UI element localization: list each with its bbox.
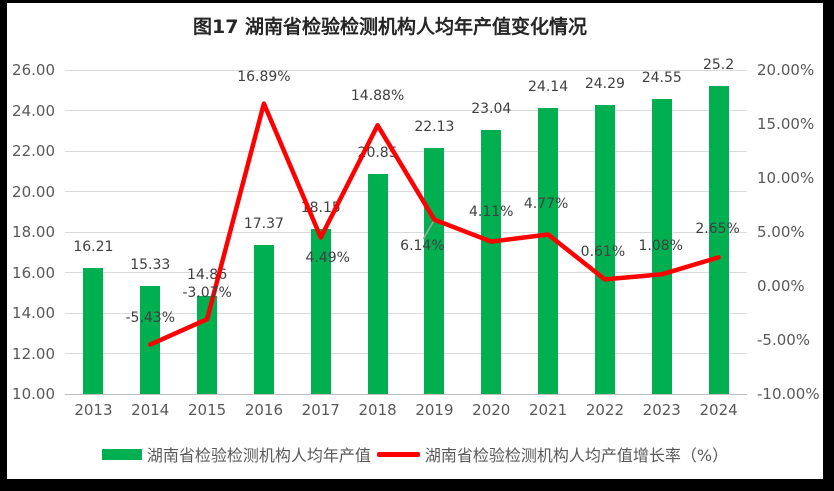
- growth-value-label: 4.49%: [305, 249, 350, 266]
- y-axis-tick-right: 0.00%: [757, 277, 805, 295]
- bar-value-label: 16.21: [73, 239, 114, 256]
- growth-value-label: 2.65%: [695, 221, 740, 238]
- x-axis-label: 2020: [472, 401, 511, 419]
- growth-value-label: 16.89%: [237, 68, 291, 85]
- legend: 湖南省检验检测机构人均年产值 湖南省检验检测机构人均产值增长率（%）: [7, 442, 823, 466]
- legend-label-bar-series: 湖南省检验检测机构人均年产值: [146, 446, 371, 465]
- x-axis-line: [65, 393, 747, 395]
- gridline: [65, 191, 747, 192]
- y-axis-tick-left: 10.00: [12, 385, 55, 403]
- y-axis-tick-left: 22.00: [12, 142, 55, 160]
- y-axis-tick-left: 16.00: [12, 263, 55, 282]
- growth-value-label: 6.14%: [400, 237, 445, 254]
- chart-title: 图17 湖南省检验检测机构人均年产值变化情况: [192, 16, 588, 38]
- legend-item-bar-series[interactable]: 湖南省检验检测机构人均年产值: [101, 442, 371, 466]
- gridline: [65, 231, 747, 233]
- gridline: [65, 69, 747, 71]
- bar-value-label: 23.04: [471, 100, 512, 117]
- growth-rate-trend-line[interactable]: [148, 101, 721, 347]
- growth-value-label: 0.61%: [580, 244, 626, 261]
- y-axis-tick-left: 18.00: [12, 223, 55, 241]
- bar[interactable]: [253, 244, 274, 394]
- x-axis-label: 2014: [131, 401, 170, 419]
- bar[interactable]: [83, 268, 104, 394]
- x-axis-label: 2022: [585, 401, 624, 419]
- growth-value-label: 14.88%: [350, 88, 405, 105]
- y-axis-tick-right: 5.00%: [757, 223, 805, 241]
- legend-label-line-series: 湖南省检验检测机构人均产值增长率（%）: [424, 446, 729, 465]
- y-axis-tick-left: 20.00: [12, 182, 55, 201]
- gridline: [65, 150, 747, 152]
- bar-series-swatch-icon: [101, 448, 142, 460]
- bar-value-label: 17.37: [243, 215, 284, 232]
- bar-value-label: 24.29: [584, 75, 625, 92]
- gridline: [65, 110, 747, 111]
- y-axis-tick-right: 20.00%: [757, 61, 815, 79]
- growth-value-label: 4.77%: [523, 196, 569, 213]
- bar-value-label: 25.2: [702, 57, 735, 74]
- y-axis-tick-left: 26.00: [12, 61, 55, 79]
- x-axis-label: 2023: [642, 401, 681, 419]
- y-axis-tick-left: 14.00: [12, 304, 55, 322]
- x-axis-label: 2013: [74, 401, 113, 419]
- x-axis-label: 2016: [244, 401, 283, 419]
- bar[interactable]: [481, 129, 502, 394]
- x-axis-label: 2018: [358, 401, 397, 419]
- x-axis-label: 2021: [528, 401, 568, 419]
- bar-value-label: 24.55: [641, 70, 682, 87]
- gridline: [65, 312, 747, 314]
- bar[interactable]: [594, 104, 615, 394]
- bar[interactable]: [651, 99, 672, 394]
- bar-value-label: 24.14: [528, 78, 569, 95]
- y-axis-tick-right: -5.00%: [757, 331, 811, 349]
- bar[interactable]: [310, 228, 331, 394]
- gridline: [65, 353, 747, 354]
- y-axis-tick-right: -10.00%: [757, 385, 820, 403]
- bar-value-label: 22.13: [414, 119, 455, 136]
- y-axis-tick-right: 10.00%: [757, 169, 815, 187]
- growth-value-label: -3.07%: [182, 285, 232, 302]
- x-axis-label: 2024: [699, 401, 738, 419]
- growth-value-label: -5.43%: [125, 309, 176, 326]
- bar[interactable]: [424, 148, 445, 394]
- x-axis-label: 2019: [415, 401, 454, 419]
- x-axis-label: 2017: [301, 401, 340, 419]
- y-axis-tick-right: 15.00%: [757, 115, 815, 133]
- x-axis-label: 2015: [187, 401, 227, 419]
- bar[interactable]: [708, 86, 729, 394]
- chart-canvas: 图17 湖南省检验检测机构人均年产值变化情况 16.21 15.33 14.86 17…: [7, 3, 823, 479]
- bar-value-label: 15.33: [130, 257, 171, 274]
- bar[interactable]: [140, 286, 161, 394]
- y-axis-tick-left: 24.00: [12, 101, 55, 120]
- bar[interactable]: [197, 295, 218, 394]
- growth-value-label: 4.11%: [469, 203, 514, 220]
- line-series-swatch-icon: [376, 451, 420, 457]
- gridline: [65, 272, 747, 273]
- growth-value-label: 1.08%: [638, 238, 683, 255]
- y-axis-tick-left: 12.00: [12, 344, 55, 363]
- bar[interactable]: [367, 174, 388, 394]
- bar[interactable]: [538, 107, 559, 394]
- plot-area: 16.21 15.33 14.86 17.37 18.15 20.85 22.13 23.04…: [7, 3, 823, 479]
- legend-item-line-series[interactable]: 湖南省检验检测机构人均产值增长率（%）: [376, 442, 729, 466]
